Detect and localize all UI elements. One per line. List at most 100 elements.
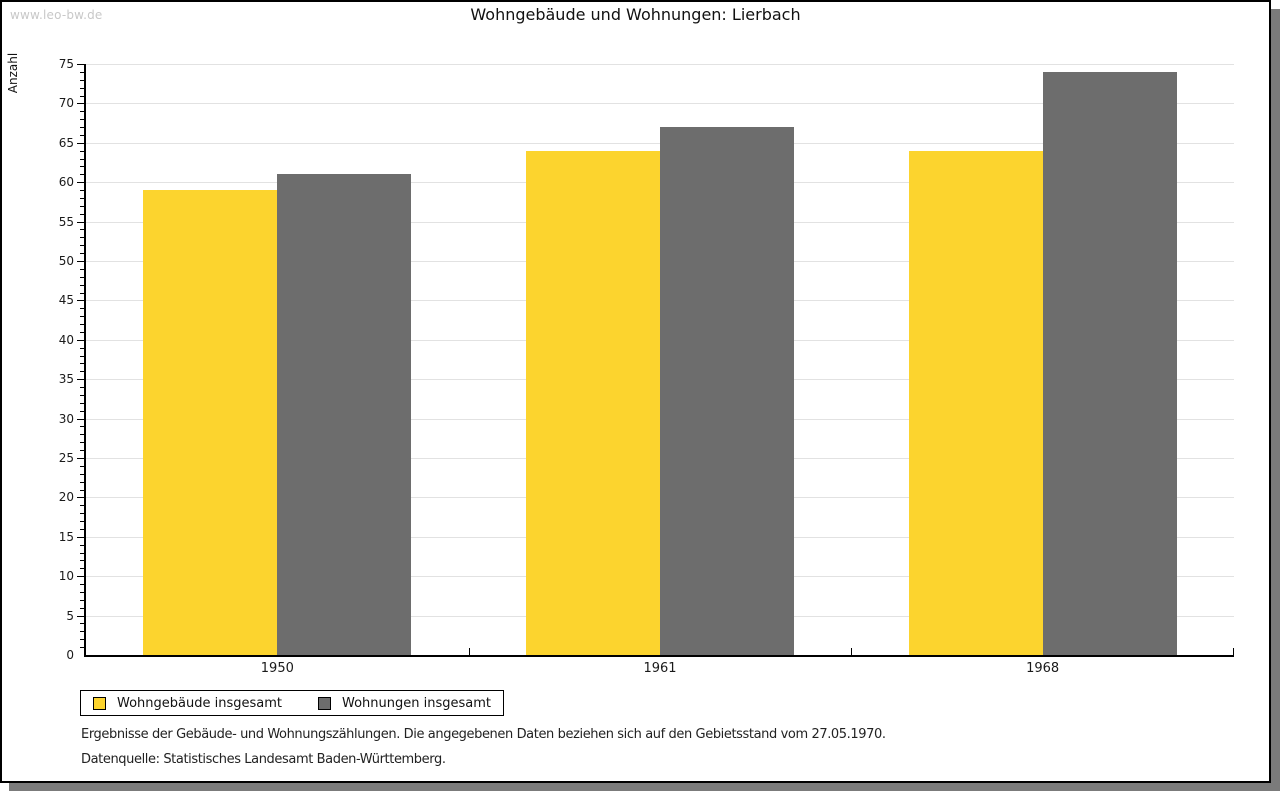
y-minor-tick — [80, 166, 84, 168]
y-tick-label: 55 — [58, 214, 74, 229]
x-tick-label: 1950 — [260, 661, 294, 676]
y-tick-label: 70 — [58, 96, 74, 111]
y-minor-tick — [80, 560, 84, 562]
bar-wohngebaeude-1968 — [909, 151, 1043, 655]
y-major-tick — [77, 261, 84, 262]
y-minor-tick — [80, 584, 84, 586]
y-minor-tick — [80, 253, 84, 255]
y-tick-label: 35 — [58, 372, 74, 387]
y-minor-tick — [80, 268, 84, 270]
y-minor-tick — [80, 481, 84, 483]
y-tick-label: 20 — [58, 490, 74, 505]
y-minor-tick — [80, 127, 84, 129]
y-minor-tick — [80, 363, 84, 365]
y-minor-tick — [80, 639, 84, 641]
y-minor-tick — [80, 95, 84, 97]
y-tick-label: 60 — [58, 175, 74, 190]
y-minor-tick — [80, 347, 84, 349]
legend-label: Wohnungen insgesamt — [342, 695, 491, 711]
y-minor-tick — [80, 387, 84, 389]
legend-label: Wohngebäude insgesamt — [117, 695, 282, 711]
y-tick-label: 45 — [58, 293, 74, 308]
y-minor-tick — [80, 434, 84, 436]
y-minor-tick — [80, 276, 84, 278]
y-major-tick — [77, 64, 84, 65]
legend-swatch-icon — [318, 696, 331, 710]
y-minor-tick — [80, 591, 84, 593]
y-minor-tick — [80, 134, 84, 136]
bar-wohnungen-1950 — [277, 174, 411, 655]
y-minor-tick — [80, 489, 84, 491]
y-major-tick — [77, 339, 84, 341]
y-minor-tick — [80, 465, 84, 467]
y-minor-tick — [80, 71, 84, 73]
y-minor-tick — [80, 174, 84, 176]
y-minor-tick — [80, 521, 84, 523]
x-axis-endcap-tick — [1233, 648, 1234, 655]
y-minor-tick — [80, 190, 84, 192]
legend-item-wohngebaeude: Wohngebäude insgesamt — [93, 696, 282, 711]
y-tick-label: 25 — [58, 451, 74, 465]
y-minor-tick — [80, 505, 84, 507]
y-minor-tick — [80, 426, 84, 428]
y-minor-tick — [80, 394, 84, 396]
y-minor-tick — [80, 119, 84, 121]
y-tick-label: 5 — [66, 608, 74, 623]
y-minor-tick — [80, 371, 84, 373]
chart-title: Wohngebäude und Wohnungen: Lierbach — [470, 5, 801, 24]
y-minor-tick — [80, 552, 84, 554]
y-major-tick — [77, 182, 84, 184]
y-tick-label: 65 — [58, 135, 74, 150]
legend-swatch-icon — [93, 696, 106, 710]
footnote-line-2: Datenquelle: Statistisches Landesamt Bad… — [81, 752, 446, 767]
legend: Wohngebäude insgesamt Wohnungen insgesamt — [80, 690, 504, 716]
y-minor-tick — [80, 631, 84, 633]
y-minor-tick — [80, 331, 84, 333]
y-minor-tick — [80, 450, 84, 452]
y-major-tick — [77, 379, 84, 381]
watermark: www.leo-bw.de — [10, 8, 103, 22]
bar-wohngebaeude-1961 — [526, 151, 660, 655]
x-tick-label: 1961 — [643, 661, 677, 676]
y-minor-tick — [80, 292, 84, 294]
y-tick-label: 40 — [58, 332, 74, 347]
x-separator-tick — [469, 648, 470, 655]
y-minor-tick — [80, 410, 84, 412]
y-tick-label: 30 — [58, 411, 74, 426]
y-tick-label: 0 — [66, 648, 74, 662]
y-major-tick — [77, 300, 84, 302]
y-minor-tick — [80, 647, 84, 649]
y-tick-label: 50 — [58, 254, 74, 268]
y-major-tick — [77, 142, 84, 144]
y-minor-tick — [80, 150, 84, 152]
y-major-tick — [77, 615, 84, 617]
y-minor-tick — [80, 568, 84, 570]
y-minor-tick — [80, 355, 84, 357]
y-minor-tick — [80, 402, 84, 404]
y-minor-tick — [80, 324, 84, 326]
bar-wohnungen-1968 — [1043, 72, 1177, 655]
y-minor-tick — [80, 473, 84, 475]
y-major-tick — [77, 536, 84, 538]
y-minor-tick — [80, 599, 84, 601]
gridline — [86, 103, 1234, 105]
y-major-tick — [77, 576, 84, 578]
x-separator-tick — [851, 648, 852, 655]
y-minor-tick — [80, 229, 84, 231]
y-minor-tick — [80, 205, 84, 207]
y-minor-tick — [80, 308, 84, 310]
y-major-tick — [77, 497, 84, 499]
y-tick-label: 10 — [58, 569, 74, 584]
y-major-tick — [77, 458, 84, 459]
y-tick-label: 75 — [58, 57, 74, 71]
y-minor-tick — [80, 158, 84, 160]
y-minor-tick — [80, 442, 84, 444]
y-minor-tick — [80, 623, 84, 625]
y-minor-tick — [80, 284, 84, 286]
y-minor-tick — [80, 237, 84, 239]
y-minor-tick — [80, 87, 84, 89]
x-tick-label: 1968 — [1026, 661, 1060, 676]
y-minor-tick — [80, 213, 84, 215]
y-major-tick — [77, 418, 84, 420]
